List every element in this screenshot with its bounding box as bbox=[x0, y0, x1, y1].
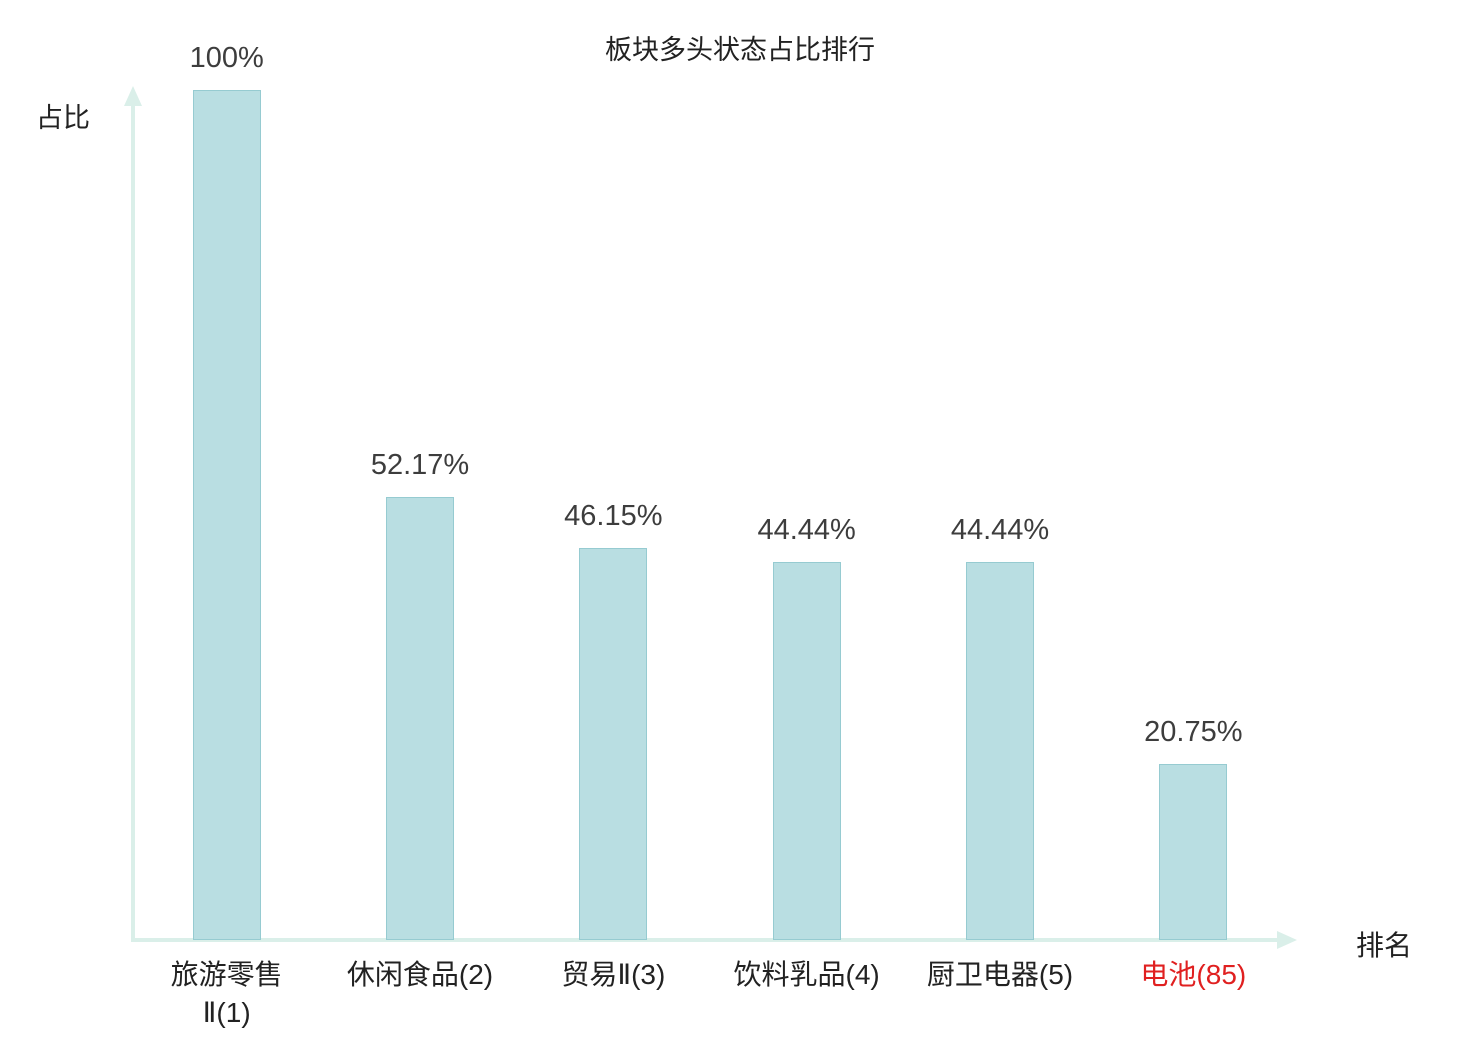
x-axis-line bbox=[131, 938, 1279, 942]
y-axis-arrow-icon bbox=[124, 86, 142, 106]
bar-value-label: 44.44% bbox=[950, 514, 1050, 546]
bar bbox=[579, 548, 648, 940]
x-axis-label: 排名 bbox=[1356, 930, 1413, 961]
bar bbox=[1159, 764, 1228, 940]
y-axis-line bbox=[131, 104, 135, 942]
bar-category-label: 厨卫电器(5) bbox=[926, 959, 1074, 990]
bar-category-label: 休闲食品(2) bbox=[346, 959, 494, 990]
chart-title: 板块多头状态占比排行 bbox=[605, 35, 875, 65]
bar bbox=[772, 562, 841, 940]
bar-value-label: 46.15% bbox=[564, 500, 663, 532]
bar-value-label: 52.17% bbox=[370, 449, 470, 481]
bar-value-label: 44.44% bbox=[757, 514, 856, 546]
bar-value-label: 20.75% bbox=[1144, 716, 1243, 748]
bar-category-label: 饮料乳品(4) bbox=[733, 959, 880, 990]
bar-value-label: 100% bbox=[189, 42, 264, 74]
x-axis-arrow-icon bbox=[1277, 931, 1297, 949]
bar bbox=[192, 90, 261, 940]
bar-category-label: 贸易Ⅱ(3) bbox=[561, 959, 666, 990]
bar-category-label: 旅游零售 Ⅱ(1) bbox=[170, 959, 283, 1028]
bar bbox=[386, 497, 454, 940]
bar-category-label: 电池(85) bbox=[1140, 959, 1247, 990]
y-axis-label: 占比 bbox=[36, 103, 90, 133]
bar bbox=[966, 562, 1034, 940]
